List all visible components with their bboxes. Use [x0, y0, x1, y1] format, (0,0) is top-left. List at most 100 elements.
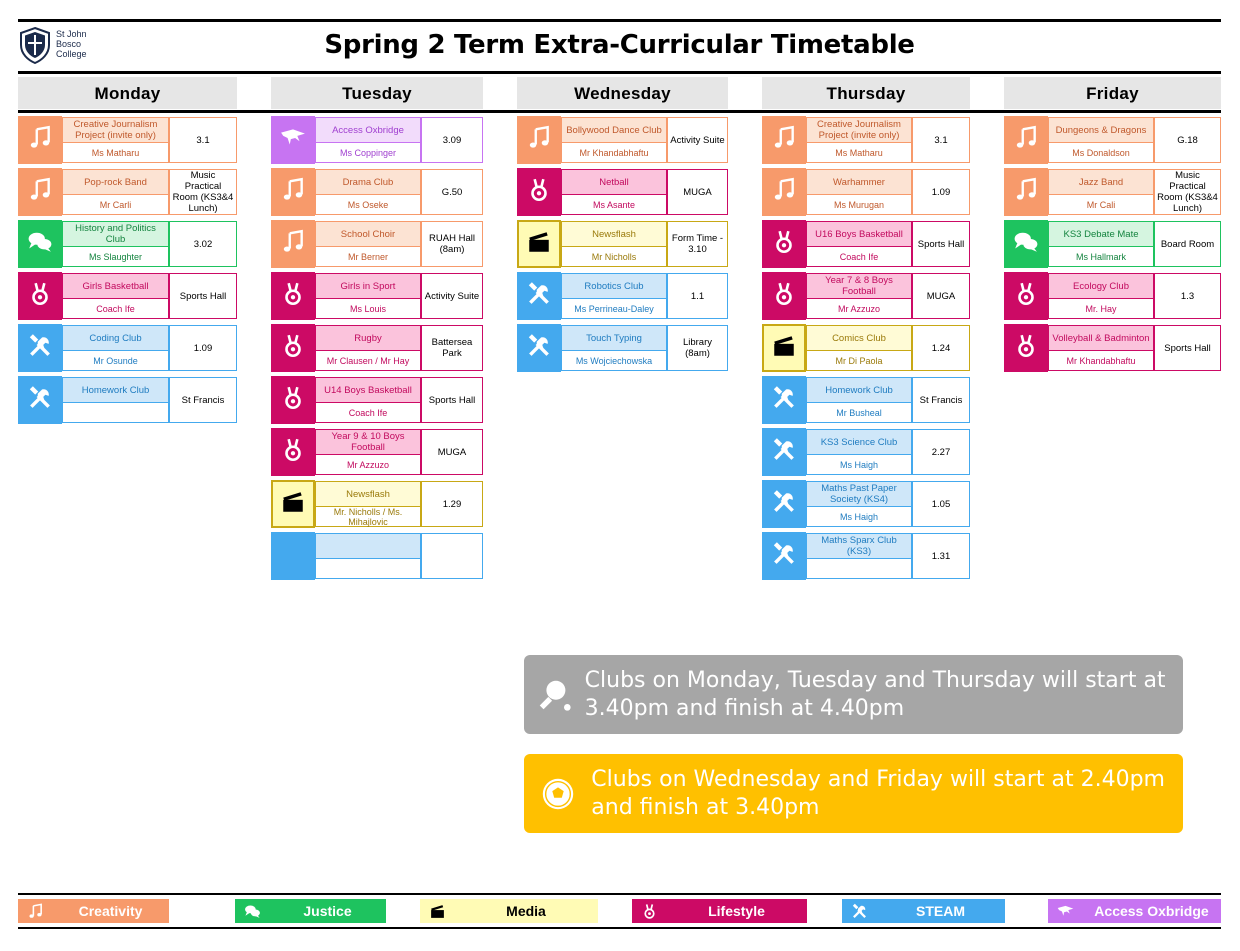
club-name: Maths Past Paper Society (KS4)	[806, 481, 912, 506]
club-card: Comics Club Mr Di Paola 1.24	[762, 324, 970, 372]
legend-item-justice: Justice	[235, 899, 386, 923]
info-box-wed-fri: Clubs on Wednesday and Friday will start…	[524, 754, 1183, 833]
category-icon-cell	[271, 532, 315, 580]
club-room: Sports Hall	[421, 377, 483, 423]
header-rule	[18, 71, 1221, 74]
legend-item-media: Media	[420, 899, 598, 923]
club-card: History and Politics Club Ms Slaughter 3.0…	[18, 220, 237, 268]
category-icon-cell	[271, 376, 315, 424]
day-column-thursday: Creative Journalism Project (invite only…	[762, 116, 970, 584]
legend-item-creativity: Creativity	[18, 899, 169, 923]
club-name	[315, 533, 421, 558]
club-teacher: Ms Donaldson	[1048, 142, 1154, 163]
tools-icon	[27, 333, 53, 364]
category-icon-cell	[517, 324, 561, 372]
club-card: Jazz Band Mr Cali Music Practical Room (KS…	[1004, 168, 1221, 216]
club-name: Jazz Band	[1048, 169, 1154, 194]
day-header-friday: Friday	[1004, 77, 1221, 109]
club-teacher	[62, 402, 169, 423]
club-card: Creative Journalism Project (invite only…	[18, 116, 237, 164]
club-card: Girls in Sport Ms Louis Activity Suite	[271, 272, 483, 320]
day-column-friday: Dungeons & Dragons Ms Donaldson G.18 Jazz B…	[1004, 116, 1221, 376]
music-note-icon	[280, 177, 306, 208]
club-room: 3.09	[421, 117, 483, 163]
tools-icon	[771, 437, 797, 468]
club-card: School Choir Mr Berner RUAH Hall (8am)	[271, 220, 483, 268]
tools-icon	[526, 281, 552, 312]
club-teacher: Ms Matharu	[62, 142, 169, 163]
club-teacher: Mr Di Paola	[806, 350, 912, 371]
club-teacher: Mr Azzuzo	[315, 454, 421, 475]
club-card: Coding Club Mr Osunde 1.09	[18, 324, 237, 372]
category-icon-cell	[18, 376, 62, 424]
clapperboard-icon	[526, 229, 552, 260]
club-name: Touch Typing	[561, 325, 667, 350]
club-teacher: Mr Clausen / Mr Hay	[315, 350, 421, 371]
tools-icon	[771, 489, 797, 520]
logo-line-3: College	[56, 49, 87, 59]
day-column-wednesday: Bollywood Dance Club Mr Khandabhaftu Activ…	[517, 116, 728, 376]
club-name: Girls in Sport	[315, 273, 421, 298]
club-room: 1.1	[667, 273, 728, 319]
category-icon-cell	[1004, 324, 1048, 372]
club-name: History and Politics Club	[62, 221, 169, 246]
info-box-mon-tue-thu: Clubs on Monday, Tuesday and Thursday wi…	[524, 655, 1183, 734]
club-room: 1.09	[912, 169, 970, 215]
club-name: Year 7 & 8 Boys Football	[806, 273, 912, 298]
club-name: U14 Boys Basketball	[315, 377, 421, 402]
category-icon-cell	[762, 532, 806, 580]
club-teacher: Ms Haigh	[806, 454, 912, 475]
legend-label: Access Oxbridge	[1094, 903, 1209, 919]
club-room: St Francis	[912, 377, 970, 423]
category-icon-cell	[18, 272, 62, 320]
club-card: Creative Journalism Project (invite only…	[762, 116, 970, 164]
music-note-icon	[18, 902, 52, 920]
day-header-monday: Monday	[18, 77, 237, 109]
club-name: Warhammer	[806, 169, 912, 194]
club-name: Girls Basketball	[62, 273, 169, 298]
music-note-icon	[1013, 177, 1039, 208]
club-card: Homework Club Mr Busheal St Francis	[762, 376, 970, 424]
club-name: Year 9 & 10 Boys Football	[315, 429, 421, 454]
club-teacher: Ms Louis	[315, 298, 421, 319]
club-name: Volleyball & Badminton	[1048, 325, 1154, 350]
club-teacher: Ms Hallmark	[1048, 246, 1154, 267]
club-room: Form Time - 3.10	[667, 221, 728, 267]
music-note-icon	[526, 125, 552, 156]
club-teacher: Ms Wojciechowska	[561, 350, 667, 371]
club-card: Year 7 & 8 Boys Football Mr Azzuzo MUGA	[762, 272, 970, 320]
club-teacher	[806, 558, 912, 579]
logo-line-1: St John	[56, 29, 87, 39]
club-name: Coding Club	[62, 325, 169, 350]
club-card: Robotics Club Ms Perrineau-Daley 1.1	[517, 272, 728, 320]
club-teacher: Mr Khandabhaftu	[1048, 350, 1154, 371]
club-card: Rugby Mr Clausen / Mr Hay Battersea Park	[271, 324, 483, 372]
medal-icon	[1013, 333, 1039, 364]
club-room: Activity Suite	[667, 117, 728, 163]
page-title: Spring 2 Term Extra-Curricular Timetable	[324, 30, 915, 60]
club-name: Homework Club	[62, 377, 169, 402]
clapperboard-icon	[420, 903, 454, 920]
top-rule	[18, 19, 1221, 22]
club-teacher: Ms Coppinger	[315, 142, 421, 163]
medal-icon	[771, 281, 797, 312]
legend-label: Justice	[303, 903, 352, 919]
medal-icon	[771, 229, 797, 260]
club-name: Rugby	[315, 325, 421, 350]
club-room: Library (8am)	[667, 325, 728, 371]
club-card: KS3 Debate Mate Ms Hallmark Board Room	[1004, 220, 1221, 268]
tools-icon	[27, 385, 53, 416]
school-logo: St John Bosco College	[18, 26, 98, 66]
club-room: 1.05	[912, 481, 970, 527]
club-room: RUAH Hall (8am)	[421, 221, 483, 267]
category-icon-cell	[271, 220, 315, 268]
legend-item-steam: STEAM	[842, 899, 1005, 923]
category-icon-cell	[18, 168, 62, 216]
club-card: Netball Ms Asante MUGA	[517, 168, 728, 216]
club-teacher: Mr Berner	[315, 246, 421, 267]
tools-icon	[771, 385, 797, 416]
club-teacher: Mr Khandabhaftu	[561, 142, 667, 163]
club-room: 1.31	[912, 533, 970, 579]
medal-icon	[27, 281, 53, 312]
category-icon-cell	[1004, 116, 1048, 164]
